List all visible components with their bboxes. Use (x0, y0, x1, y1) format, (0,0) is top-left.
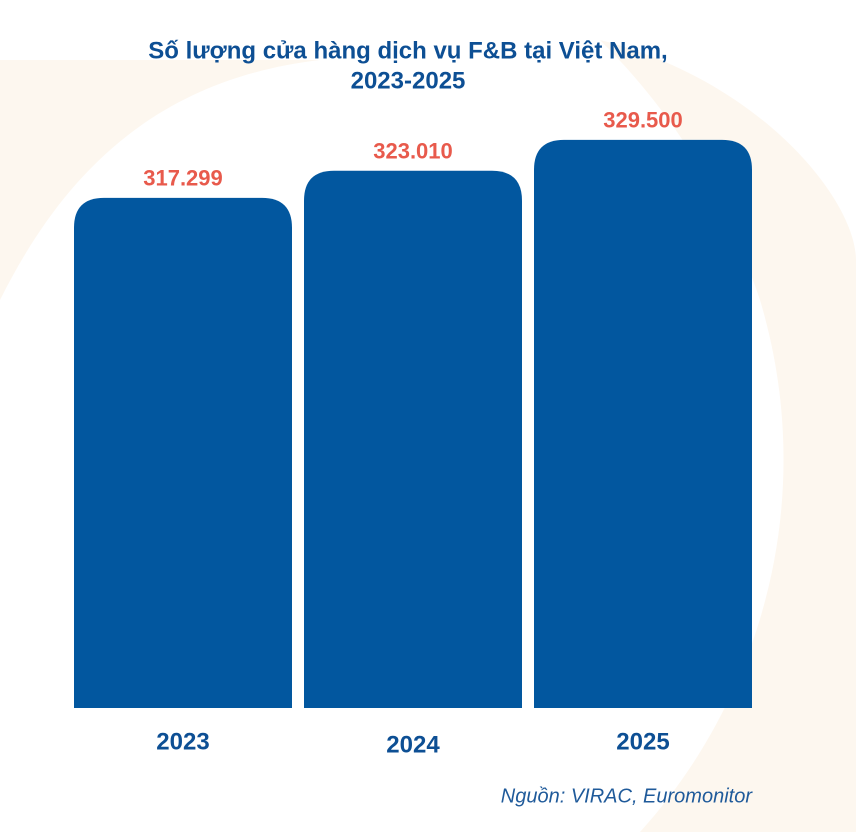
background-shape (0, 60, 320, 300)
value-label: 323.010 (373, 139, 453, 164)
value-label: 329.500 (603, 108, 683, 133)
value-label: 317.299 (143, 166, 223, 191)
bar (304, 170, 522, 709)
bar (74, 197, 292, 709)
x-tick-label: 2024 (386, 731, 440, 758)
x-tick-label: 2023 (156, 728, 209, 755)
bar (534, 139, 752, 708)
background-shape (600, 40, 856, 832)
chart-title: Số lượng cửa hàng dịch vụ F&B tại Việt N… (148, 37, 667, 64)
x-tick-label: 2025 (616, 728, 669, 755)
source-note: Nguồn: VIRAC, Euromonitor (501, 785, 754, 807)
chart-title: 2023-2025 (351, 67, 466, 94)
